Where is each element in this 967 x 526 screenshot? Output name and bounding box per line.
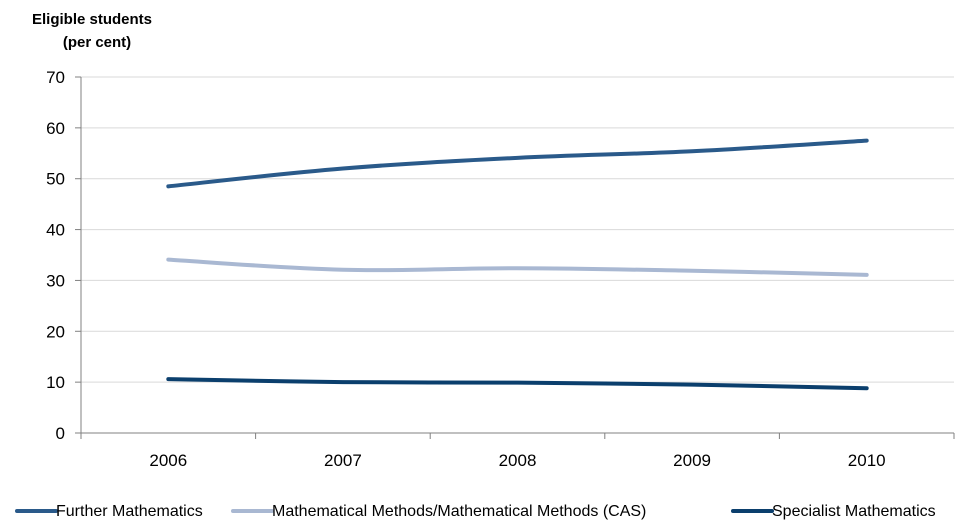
y-tick-label: 50 — [46, 170, 65, 189]
legend-label-0: Further Mathematics — [56, 503, 203, 520]
series-line-0 — [166, 138, 869, 189]
y-tick-label: 30 — [46, 271, 65, 290]
legend: Further Mathematics Mathematical Methods/… — [15, 503, 936, 520]
y-tick-label: 10 — [46, 373, 65, 392]
x-tick-label: 2010 — [848, 451, 886, 470]
y-axis-title-line1: Eligible students — [32, 11, 152, 28]
x-tick-label: 2006 — [149, 451, 187, 470]
y-axis-title: Eligible students (per cent) — [32, 11, 152, 51]
x-tick-label: 2009 — [673, 451, 711, 470]
axes — [75, 77, 954, 434]
series-line-1 — [166, 257, 869, 277]
y-tick-label: 60 — [46, 119, 65, 138]
legend-label-2: Specialist Mathematics — [772, 503, 936, 520]
legend-label-1: Mathematical Methods/Mathematical Method… — [272, 503, 646, 520]
y-tick-label: 40 — [46, 221, 65, 240]
y-tick-label: 0 — [56, 424, 65, 443]
x-axis-ticks: 2006 2007 2008 2009 2010 — [80, 433, 955, 470]
y-axis-ticks: 0 10 20 30 40 50 60 70 — [46, 68, 81, 443]
y-axis-title-line2: (per cent) — [63, 34, 131, 51]
series-line-2 — [166, 377, 869, 391]
x-tick-label: 2007 — [324, 451, 362, 470]
y-tick-label: 70 — [46, 68, 65, 87]
series-lines — [166, 138, 869, 391]
y-tick-label: 20 — [46, 322, 65, 341]
gridlines — [81, 76, 954, 383]
x-tick-label: 2008 — [499, 451, 537, 470]
